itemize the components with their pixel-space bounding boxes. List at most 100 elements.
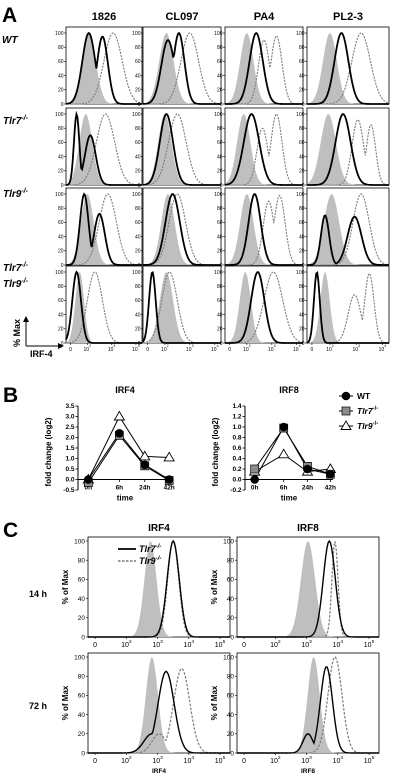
x-tick-label: 103: [152, 639, 163, 649]
shaded-histogram: [307, 272, 389, 343]
y-tick-label: 80: [58, 284, 64, 290]
data-point: [115, 429, 124, 438]
y-tick-label: 60: [299, 140, 305, 146]
y-tick-label: 0: [220, 183, 223, 189]
y-tick-label: 20: [217, 169, 223, 175]
y-tick-label: 80: [78, 674, 86, 681]
y-tick-label: 40: [217, 73, 223, 79]
panel-a: A 1826 CL097 PA4 PL2-3 WT Tlr7-/- Tlr9-/- Tlr7-/…: [2, 4, 390, 359]
solid-histogram: [65, 31, 142, 105]
x-tick-label: 103: [108, 344, 116, 353]
y-tick-label: 0: [220, 102, 223, 108]
y-tick-label: 0.0: [65, 477, 74, 484]
data-point: [84, 475, 93, 484]
solid-histogram: [224, 113, 303, 186]
y-tick-label: 40: [78, 596, 86, 603]
shaded-histogram: [237, 541, 379, 637]
data-point: [113, 410, 126, 421]
y-tick-label: 60: [217, 59, 223, 65]
y-tick-label: 100: [74, 538, 85, 545]
y-tick-label: 80: [299, 284, 305, 290]
y-tick-label: 0.5: [65, 466, 74, 473]
y-tick-label: 100: [55, 31, 64, 37]
solid-histogram: [237, 539, 379, 638]
y-tick-label: 40: [135, 234, 141, 240]
y-tick-label: 20: [135, 249, 141, 255]
x-tick-label: 24h: [139, 485, 150, 492]
row-label: Tlr7-/-: [3, 115, 29, 127]
y-tick-label: 60: [217, 220, 223, 226]
dotted-histogram: [142, 193, 221, 266]
y-tick-label: 40: [135, 154, 141, 160]
series-line: [254, 427, 331, 475]
histogram-frame: [142, 187, 222, 266]
y-tick-label: 40: [58, 312, 64, 318]
row-label: 72 h: [29, 701, 47, 711]
y-tick-label: 60: [217, 140, 223, 146]
y-tick-label: 20: [78, 731, 86, 738]
y-tick-label: 0: [138, 341, 141, 347]
y-tick-label: 20: [78, 615, 86, 622]
solid-histogram: [225, 31, 303, 105]
line-chart: IRF8 -0.2 0.0 0.2 0.4 0.6 0.8 1.0 1.2 1.4 0h 6h 24h 4…: [211, 385, 337, 503]
x-tick-label: 0: [69, 347, 72, 353]
y-axis-label: % of Max: [210, 569, 219, 604]
legend-marker: [341, 406, 351, 416]
column-header: PL2-3: [333, 11, 363, 23]
y-axis-label: % Max: [12, 319, 22, 347]
x-tick-label: 105: [215, 755, 226, 765]
shaded-histogram: [88, 541, 230, 637]
y-tick-label: 20: [217, 88, 223, 94]
solid-histogram: [237, 666, 379, 754]
y-tick-label: 0.2: [232, 466, 241, 473]
y-tick-label: 100: [55, 112, 64, 118]
y-tick-label: 100: [296, 192, 305, 198]
data-point: [326, 469, 335, 479]
x-tick-label: 0h: [85, 485, 93, 492]
y-axis-label: fold change (log2): [44, 417, 53, 486]
x-tick-label: 0: [93, 758, 97, 765]
x-arrow-head: [58, 343, 64, 349]
y-tick-label: 100: [55, 192, 64, 198]
y-tick-label: 40: [299, 312, 305, 318]
y-tick-label: 40: [299, 154, 305, 160]
y-tick-label: 20: [135, 88, 141, 94]
dotted-histogram: [143, 32, 222, 105]
y-tick-label: 60: [78, 693, 86, 700]
shaded-histogram: [66, 114, 142, 185]
y-tick-label: 40: [217, 234, 223, 240]
y-tick-label: 60: [135, 298, 141, 304]
y-tick-label: 0: [302, 183, 305, 189]
data-point: [250, 464, 260, 474]
y-tick-label: 40: [299, 234, 305, 240]
solid-histogram: [142, 193, 221, 266]
y-tick-label: 20: [135, 169, 141, 175]
y-tick-label: 80: [227, 674, 235, 681]
y-tick-label: 40: [78, 712, 86, 719]
data-point: [279, 422, 289, 432]
column-header: 1826: [92, 11, 116, 23]
y-tick-label: 20: [217, 327, 223, 333]
y-tick-label: 60: [135, 220, 141, 226]
x-tick-label: 104: [333, 639, 344, 649]
y-tick-label: 60: [58, 298, 64, 304]
y-tick-label: 20: [299, 249, 305, 255]
x-tick-label: 103: [186, 344, 194, 353]
x-tick-label: 0: [311, 347, 314, 353]
data-point: [277, 448, 290, 459]
panel-letter-a: A: [2, 4, 17, 27]
x-tick-label: 105: [364, 639, 375, 649]
row-label: Tlr7-/-: [3, 262, 29, 274]
y-tick-label: 100: [132, 112, 141, 118]
y-tick-label: 60: [58, 59, 64, 65]
x-tick-label: 102: [326, 344, 334, 353]
y-tick-label: 2.5: [65, 424, 74, 431]
y-tick-label: 100: [214, 270, 223, 276]
